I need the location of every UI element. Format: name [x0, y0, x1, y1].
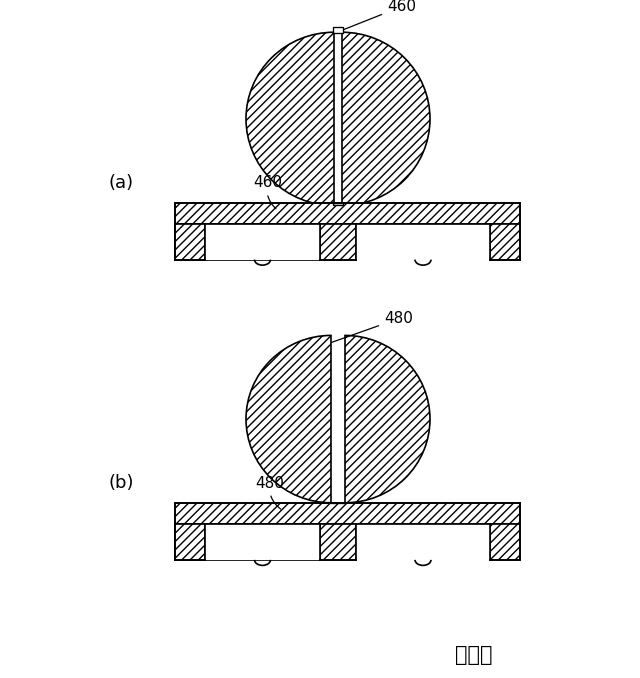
Text: 480: 480: [255, 475, 284, 509]
Bar: [490, 525, 520, 560]
Bar: [356, 224, 490, 260]
Text: (a): (a): [108, 174, 133, 192]
Bar: [175, 224, 320, 260]
Bar: [333, 27, 343, 33]
Bar: [175, 525, 205, 560]
Bar: [205, 525, 320, 560]
Wedge shape: [246, 33, 334, 205]
Bar: [333, 203, 343, 205]
Bar: [175, 525, 320, 560]
Bar: [205, 224, 320, 260]
Bar: [490, 224, 520, 260]
Bar: [175, 503, 520, 525]
Text: (b): (b): [108, 474, 134, 492]
Bar: [320, 525, 356, 560]
Bar: [356, 525, 490, 560]
Wedge shape: [342, 33, 430, 205]
Bar: [175, 203, 520, 224]
Bar: [175, 224, 205, 260]
Wedge shape: [246, 336, 331, 503]
Text: 460: 460: [335, 0, 416, 33]
Text: 480: 480: [332, 311, 413, 342]
Text: 460: 460: [253, 176, 282, 209]
Text: 围４４: 围４４: [455, 645, 493, 665]
Wedge shape: [345, 336, 430, 503]
Bar: [320, 224, 356, 260]
